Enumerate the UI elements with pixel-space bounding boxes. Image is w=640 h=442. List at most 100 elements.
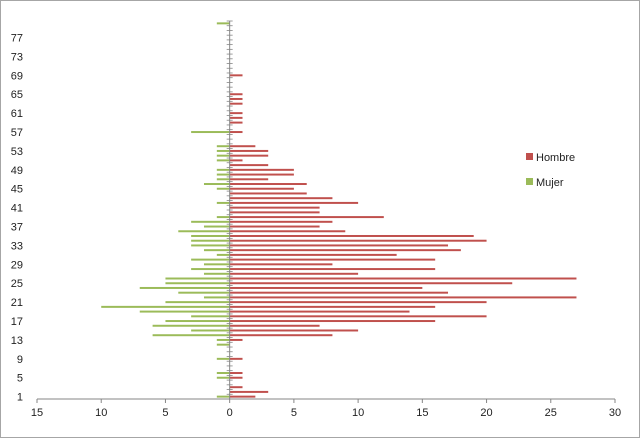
y-tick-label: 53 bbox=[11, 146, 23, 158]
legend-label-hombre: Hombre bbox=[536, 152, 575, 164]
bar-hombre-age-14 bbox=[229, 334, 333, 337]
bar-mujer-age-12 bbox=[216, 343, 230, 346]
bar-hombre-age-45 bbox=[229, 187, 294, 190]
y-tick-label: 29 bbox=[11, 259, 23, 271]
bar-mujer-age-19 bbox=[139, 310, 230, 313]
bar-hombre-age-16 bbox=[229, 324, 320, 327]
bar-mujer-age-51 bbox=[216, 159, 230, 162]
bar-hombre-age-43 bbox=[229, 197, 333, 200]
bar-mujer-age-31 bbox=[216, 253, 230, 256]
legend: Hombre Mujer bbox=[526, 152, 575, 189]
legend-swatch-mujer bbox=[526, 178, 533, 185]
bar-hombre-age-22 bbox=[229, 296, 577, 299]
x-tick-label: 20 bbox=[480, 407, 492, 419]
x-tick-label: 10 bbox=[352, 407, 364, 419]
y-tick-label: 73 bbox=[11, 51, 23, 63]
bar-hombre-age-27 bbox=[229, 272, 359, 275]
bar-mujer-age-38 bbox=[191, 220, 230, 223]
bar-hombre-age-17 bbox=[229, 320, 436, 323]
x-tick-label: 15 bbox=[416, 407, 428, 419]
bar-hombre-age-19 bbox=[229, 310, 410, 313]
bar-hombre-age-32 bbox=[229, 249, 461, 252]
bar-mujer-age-22 bbox=[203, 296, 230, 299]
y-tick-label: 69 bbox=[11, 70, 23, 82]
bar-mujer-age-36 bbox=[178, 230, 230, 233]
bar-mujer-age-37 bbox=[203, 225, 230, 228]
bar-mujer-age-32 bbox=[203, 249, 230, 252]
bar-hombre-age-61 bbox=[229, 112, 243, 115]
y-tick-label: 33 bbox=[11, 240, 23, 252]
bar-hombre-age-65 bbox=[229, 93, 243, 96]
bar-mujer-age-47 bbox=[216, 178, 230, 181]
bar-hombre-age-1 bbox=[229, 395, 256, 398]
bar-hombre-age-38 bbox=[229, 220, 333, 223]
y-tick-label: 13 bbox=[11, 335, 23, 347]
bar-hombre-age-52 bbox=[229, 154, 269, 157]
bar-mujer-age-34 bbox=[191, 239, 230, 242]
bar-hombre-age-15 bbox=[229, 329, 359, 332]
y-tick-label: 5 bbox=[17, 373, 23, 385]
bar-hombre-age-2 bbox=[229, 390, 269, 393]
bar-hombre-age-64 bbox=[229, 97, 243, 100]
bar-hombre-age-57 bbox=[229, 131, 243, 134]
bar-mujer-age-25 bbox=[165, 282, 230, 285]
bar-mujer-age-45 bbox=[216, 187, 230, 190]
bar-hombre-age-3 bbox=[229, 386, 243, 389]
bar-mujer-age-42 bbox=[216, 201, 230, 204]
bar-hombre-age-41 bbox=[229, 206, 320, 209]
bar-mujer-age-20 bbox=[101, 305, 230, 308]
bar-hombre-age-48 bbox=[229, 173, 294, 176]
bar-hombre-age-42 bbox=[229, 201, 359, 204]
bar-mujer-age-13 bbox=[216, 338, 230, 341]
bar-mujer-age-52 bbox=[216, 154, 230, 157]
y-tick-label: 21 bbox=[11, 297, 23, 309]
bar-mujer-age-6 bbox=[216, 372, 230, 375]
bar-mujer-age-46 bbox=[203, 183, 230, 186]
y-tick-label: 57 bbox=[11, 127, 23, 139]
bar-hombre-age-50 bbox=[229, 164, 269, 167]
bar-hombre-age-21 bbox=[229, 301, 487, 304]
bar-mujer-age-33 bbox=[191, 244, 230, 247]
bar-hombre-age-29 bbox=[229, 263, 333, 266]
bar-hombre-age-25 bbox=[229, 282, 513, 285]
y-tick-label: 25 bbox=[11, 278, 23, 290]
bar-mujer-age-28 bbox=[191, 268, 230, 271]
bar-mujer-age-48 bbox=[216, 173, 230, 176]
x-tick-label: 30 bbox=[609, 407, 621, 419]
bar-hombre-age-63 bbox=[229, 102, 243, 105]
bar-hombre-age-30 bbox=[229, 258, 436, 261]
bar-hombre-age-69 bbox=[229, 74, 243, 77]
bar-hombre-age-53 bbox=[229, 149, 269, 152]
series-mujer-bars bbox=[101, 22, 230, 398]
y-tick-label: 77 bbox=[11, 33, 23, 45]
bar-mujer-age-17 bbox=[165, 320, 230, 323]
bar-hombre-age-49 bbox=[229, 168, 294, 171]
bar-hombre-age-34 bbox=[229, 239, 487, 242]
y-tick-label: 45 bbox=[11, 184, 23, 196]
bar-hombre-age-51 bbox=[229, 159, 243, 162]
axes: 15 10 5 0 5 10 15 20 25 3015913172125293337414549… bbox=[11, 20, 621, 419]
bar-mujer-age-24 bbox=[139, 286, 230, 289]
y-tick-label: 61 bbox=[11, 108, 23, 120]
legend-swatch-hombre bbox=[526, 153, 533, 160]
bar-hombre-age-20 bbox=[229, 305, 436, 308]
bar-hombre-age-26 bbox=[229, 277, 577, 280]
bar-hombre-age-60 bbox=[229, 116, 243, 119]
bar-hombre-age-6 bbox=[229, 372, 243, 375]
x-tick-label: 5 bbox=[162, 407, 168, 419]
bar-hombre-age-47 bbox=[229, 178, 269, 181]
bar-hombre-age-54 bbox=[229, 145, 256, 148]
y-tick-label: 65 bbox=[11, 89, 23, 101]
bar-hombre-age-39 bbox=[229, 216, 384, 219]
y-tick-label: 49 bbox=[11, 165, 23, 177]
bar-mujer-age-15 bbox=[191, 329, 230, 332]
bar-mujer-age-35 bbox=[191, 234, 230, 237]
bar-hombre-age-24 bbox=[229, 286, 423, 289]
bar-mujer-age-1 bbox=[216, 395, 230, 398]
bar-hombre-age-18 bbox=[229, 315, 487, 318]
bar-hombre-age-35 bbox=[229, 234, 474, 237]
bar-hombre-age-28 bbox=[229, 268, 436, 271]
legend-label-mujer: Mujer bbox=[536, 177, 564, 189]
bar-hombre-age-44 bbox=[229, 192, 307, 195]
